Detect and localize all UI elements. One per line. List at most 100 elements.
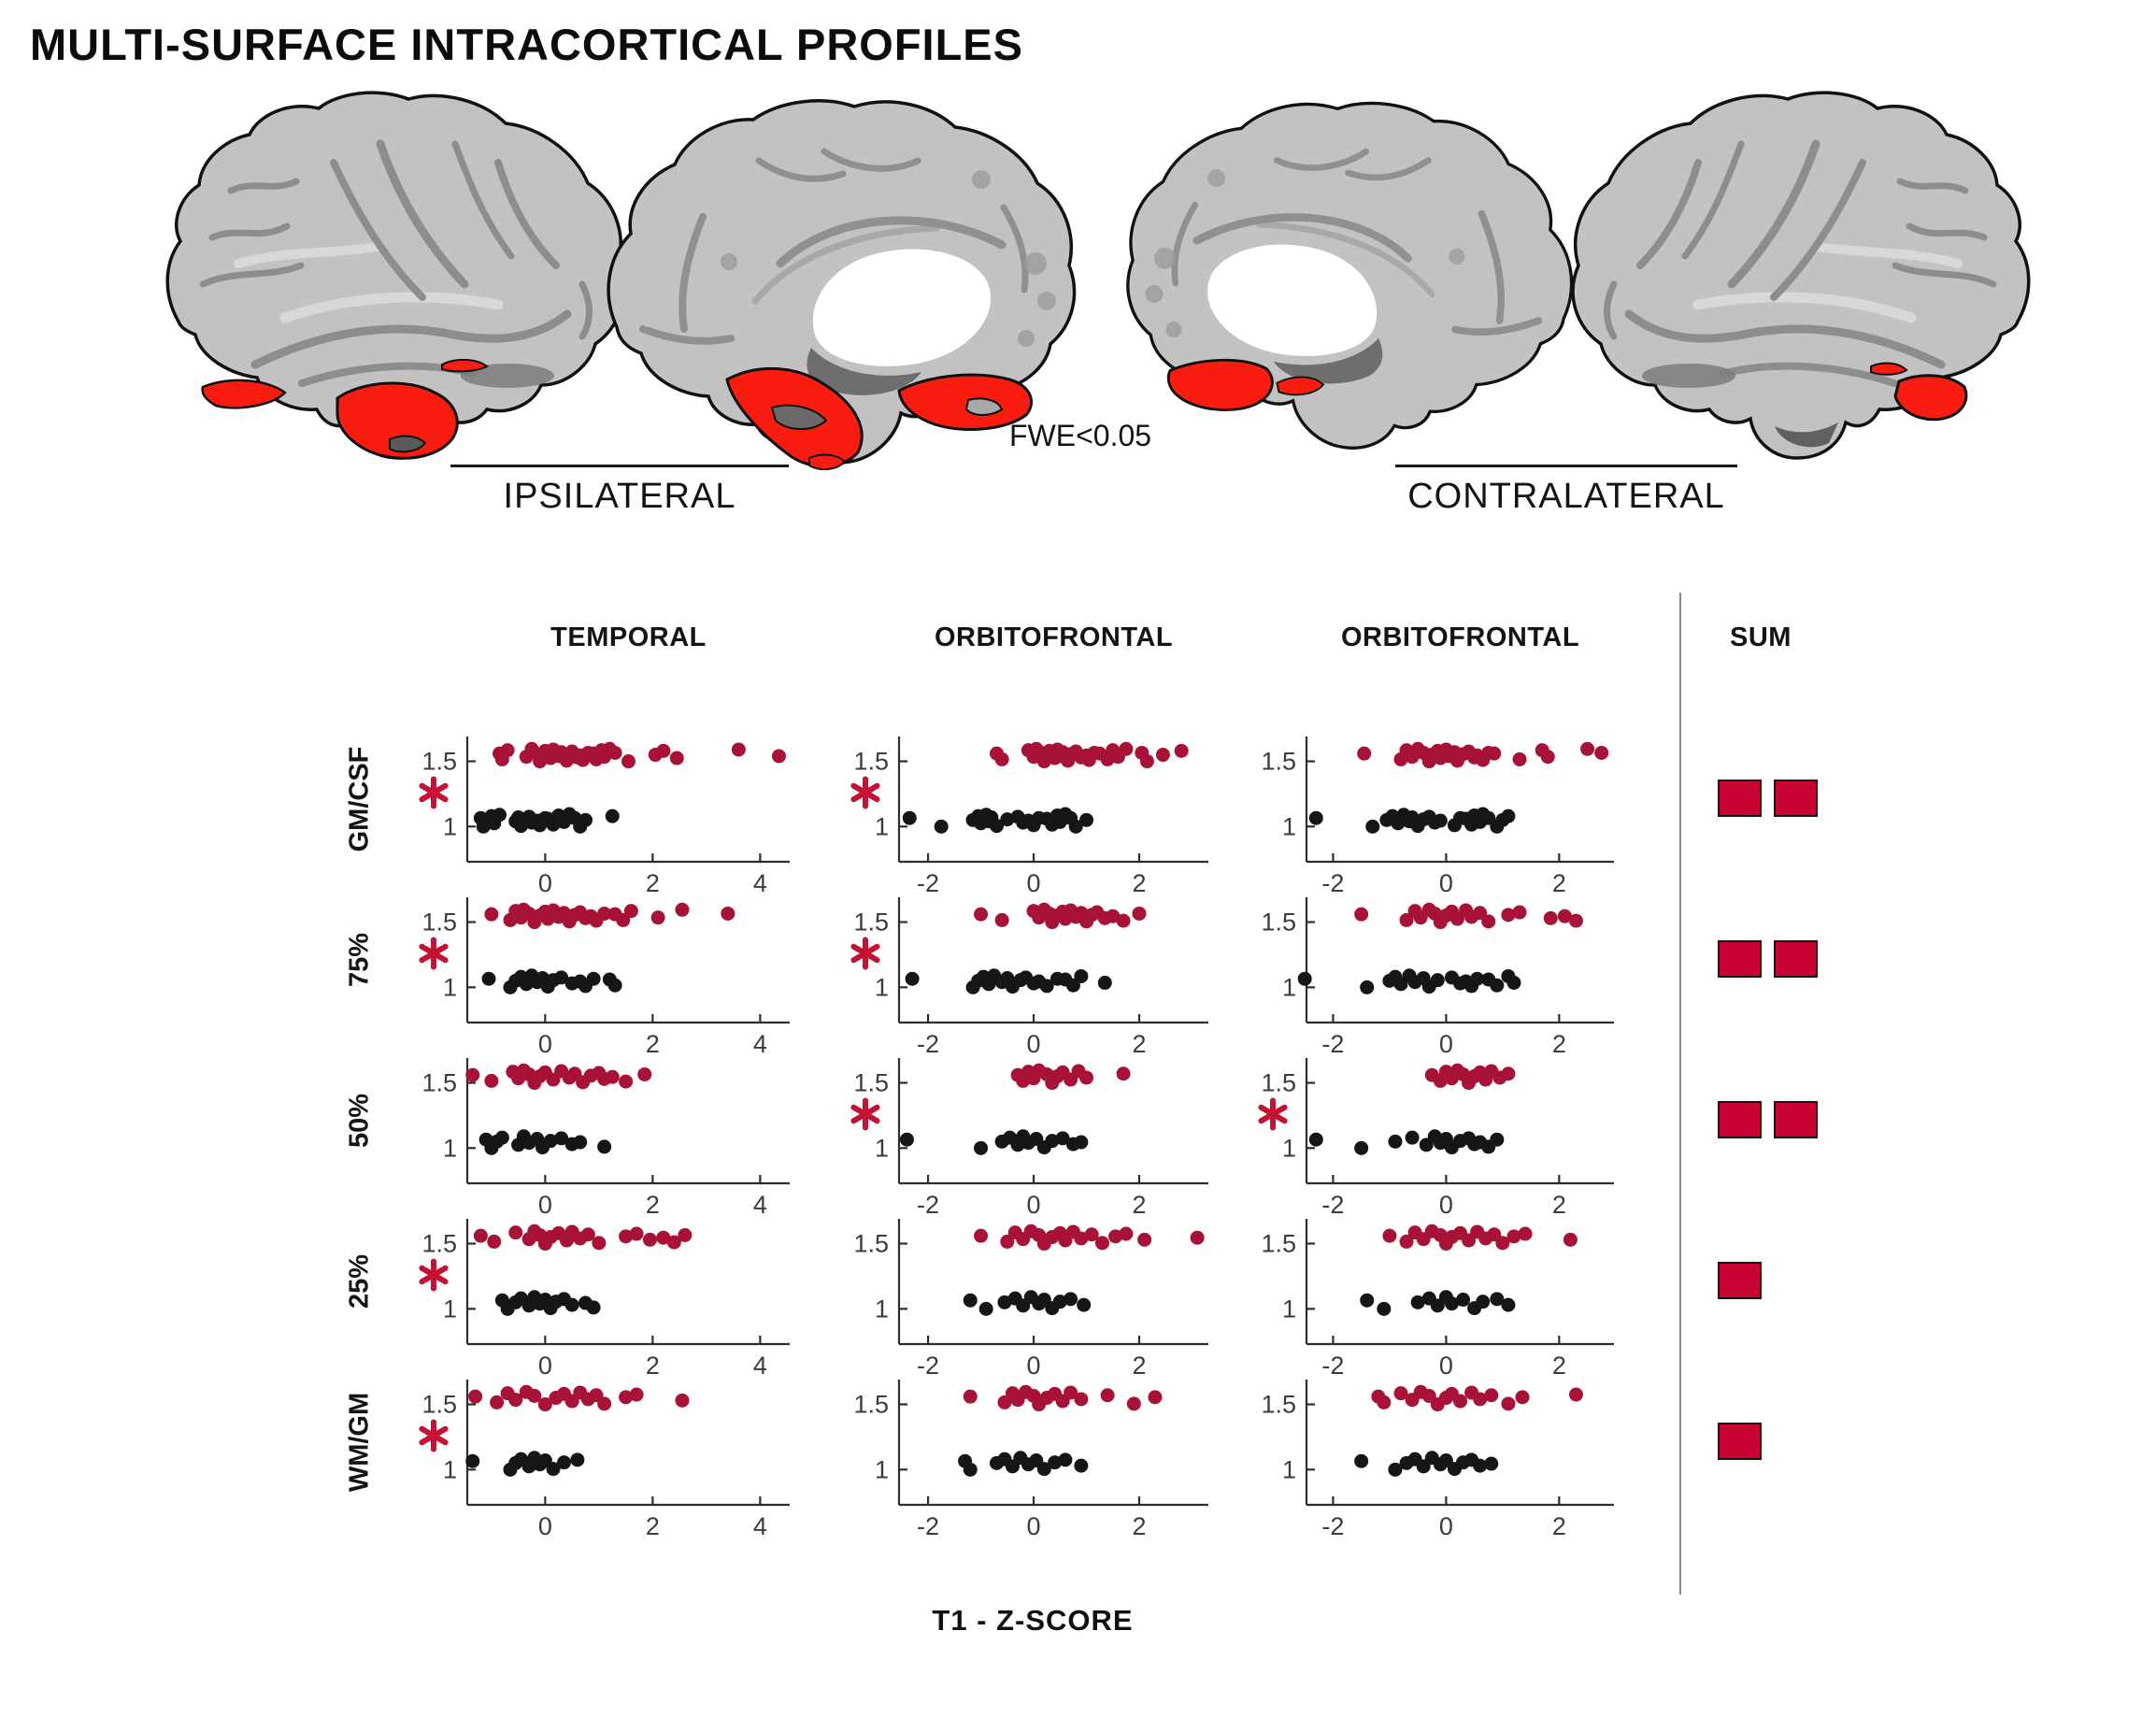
black-dot-series — [494, 1290, 601, 1316]
y-tick-label: 1.5 — [421, 1230, 457, 1258]
orbitofrontal-island — [964, 397, 1004, 416]
red-dot-series — [1010, 1063, 1131, 1091]
ipsilateral-underline — [450, 465, 789, 467]
highlight-temporal-pole — [1893, 374, 1968, 422]
col-header-2: ORBITOFRONTAL — [1340, 622, 1580, 652]
y-tick-label: 1.5 — [421, 909, 457, 937]
contralateral-label: CONTRALATERAL — [1407, 477, 1725, 516]
x-tick-label: -2 — [917, 1352, 939, 1380]
red-dot-series — [1424, 1063, 1516, 1091]
y-tick-label: 1 — [443, 973, 457, 1001]
black-dot-series — [473, 807, 620, 834]
y-tick-label: 1.5 — [421, 748, 457, 776]
x-tick-label: 0 — [1027, 869, 1041, 897]
scatter-panel-WMGM-2: 1.5 1 -2 0 2 — [1261, 1380, 1614, 1540]
red-dot-series — [1354, 902, 1583, 930]
sum-header: SUM — [1730, 622, 1792, 652]
x-tick-label: -2 — [917, 1030, 939, 1058]
y-tick-label: 1 — [1282, 973, 1296, 1001]
y-tick-label: 1 — [875, 1134, 889, 1162]
y-tick-label: 1.5 — [853, 748, 889, 776]
black-dot-series — [1360, 1290, 1516, 1316]
y-tick-label: 1 — [875, 1455, 889, 1483]
scatter-panel-50-2: 1.5 1 -2 0 2 — [1261, 1058, 1614, 1219]
fwe-threshold-label: FWE<0.05 — [1009, 419, 1152, 452]
red-dot-series — [473, 1223, 692, 1252]
axes — [897, 1219, 1208, 1346]
red-dot-series — [963, 1384, 1163, 1412]
x-tick-label: 0 — [1027, 1030, 1041, 1058]
row-label-GMCSF: GM/CSF — [344, 746, 375, 852]
axes — [897, 1058, 1208, 1185]
axes — [1305, 1058, 1614, 1185]
col-header-0: TEMPORAL — [550, 622, 707, 652]
sum-square — [1774, 1101, 1818, 1138]
axes — [1305, 737, 1614, 864]
x-tick-label: 0 — [538, 1512, 552, 1540]
black-dot-series — [905, 968, 1112, 994]
row-label-50: 50% — [344, 1093, 375, 1149]
x-tick-label: 2 — [1552, 869, 1566, 897]
y-tick-label: 1.5 — [853, 1391, 889, 1419]
x-tick-label: -2 — [917, 1191, 939, 1219]
x-tick-label: -2 — [1321, 1352, 1344, 1380]
significance-asterisk — [419, 1419, 449, 1452]
y-tick-label: 1.5 — [1261, 1069, 1296, 1097]
row-label-25: 25% — [344, 1253, 375, 1309]
scatter-panel-25-0: 1.5 1 0 2 4 — [421, 1219, 790, 1380]
temporal-pole-shadow — [389, 435, 427, 453]
highlight-temporal-pole — [336, 381, 459, 460]
x-tick-label: 0 — [538, 1030, 552, 1058]
x-tick-label: 0 — [1439, 1352, 1453, 1380]
black-dot-series — [1354, 1451, 1499, 1477]
red-dot-series — [484, 902, 735, 930]
black-dot-series — [963, 1290, 1092, 1316]
y-tick-label: 1 — [443, 812, 457, 840]
x-tick-label: 0 — [1439, 1512, 1453, 1540]
x-tick-label: 4 — [753, 1030, 767, 1058]
y-tick-label: 1 — [1282, 1295, 1296, 1323]
scatter-panel-25-2: 1.5 1 -2 0 2 — [1261, 1219, 1614, 1380]
y-tick-label: 1 — [1282, 1134, 1296, 1162]
x-tick-label: 4 — [753, 1512, 767, 1540]
row-label-WMGM: WM/GM — [344, 1392, 375, 1493]
scatter-panel-GMCSF-0: 1.5 1 0 2 4 — [421, 737, 790, 897]
x-tick-label: -2 — [917, 1512, 939, 1540]
highlight-temporal-tip — [808, 453, 847, 471]
scatter-panel-GMCSF-2: 1.5 1 -2 0 2 — [1261, 737, 1614, 897]
red-dot-series — [465, 1063, 652, 1091]
x-tick-label: 2 — [1132, 1191, 1146, 1219]
y-tick-label: 1.5 — [421, 1069, 457, 1097]
y-tick-label: 1 — [443, 1455, 457, 1483]
black-dot-series — [478, 1129, 612, 1155]
black-dot-series — [958, 1451, 1089, 1477]
axes — [1305, 897, 1614, 1024]
y-tick-label: 1 — [875, 812, 889, 840]
brain-ipsilateral-medial — [589, 93, 1112, 471]
sum-square — [1718, 1262, 1762, 1299]
y-tick-label: 1.5 — [421, 1391, 457, 1419]
ipsilateral-label: IPSILATERAL — [503, 477, 736, 516]
x-tick-label: 0 — [538, 869, 552, 897]
significance-asterisk — [850, 937, 880, 970]
black-dot-series — [481, 968, 622, 994]
x-tick-label: 2 — [1132, 869, 1146, 897]
scatter-panel-75-1: 1.5 1 -2 0 2 — [853, 897, 1208, 1058]
y-tick-label: 1.5 — [1261, 748, 1296, 776]
x-tick-label: 4 — [753, 1352, 767, 1380]
sum-square — [1774, 780, 1818, 817]
black-dot-series — [465, 1451, 585, 1477]
x-tick-label: 2 — [1552, 1030, 1566, 1058]
black-dot-series — [1308, 1129, 1505, 1155]
sum-square — [1718, 1101, 1762, 1138]
y-tick-label: 1.5 — [1261, 909, 1296, 937]
scatter-panel-WMGM-0: 1.5 1 0 2 4 — [421, 1380, 790, 1540]
y-tick-label: 1.5 — [853, 1230, 889, 1258]
x-tick-label: 4 — [753, 869, 767, 897]
sum-square — [1718, 940, 1762, 978]
y-tick-label: 1 — [875, 1295, 889, 1323]
scatter-panel-50-1: 1.5 1 -2 0 2 — [853, 1058, 1208, 1219]
black-dot-series — [1308, 807, 1516, 834]
red-dot-series — [989, 741, 1189, 769]
y-tick-label: 1 — [1282, 812, 1296, 840]
